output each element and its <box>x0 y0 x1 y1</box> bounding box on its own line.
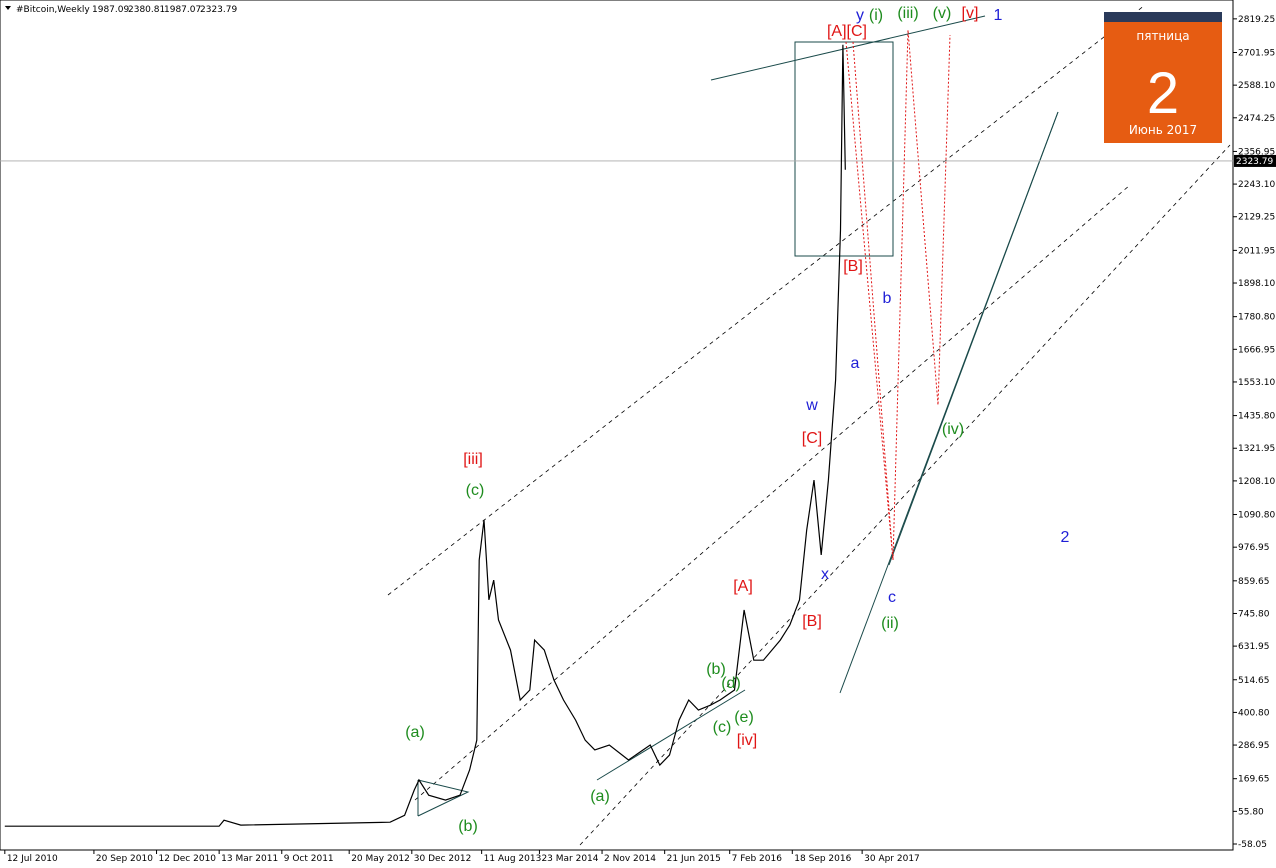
wave-label: (i) <box>869 7 883 24</box>
x-tick-label: 11 Aug 2013 <box>484 854 542 864</box>
calendar-day: 2 <box>1147 61 1179 126</box>
y-tick-label: 1090.80 <box>1238 511 1275 521</box>
calendar-month: Июнь 2017 <box>1129 123 1197 137</box>
wave-label: c <box>888 589 896 606</box>
wave-label: [B] <box>843 258 863 275</box>
calendar-rings <box>1104 12 1222 22</box>
wave-label: (v) <box>933 5 952 22</box>
ohlc-high: 2380.81 <box>128 5 165 15</box>
menu-arrow <box>5 6 11 10</box>
y-tick-label: 2819.25 <box>1238 15 1275 25</box>
y-tick-label: 2011.95 <box>1238 246 1275 256</box>
y-tick-label: 859.65 <box>1238 577 1270 587</box>
y-tick-label: -58.05 <box>1238 840 1267 850</box>
y-tick-label: 2474.25 <box>1238 114 1275 124</box>
y-tick-label: 1898.10 <box>1238 279 1275 289</box>
y-tick-label: 2588.10 <box>1238 81 1275 91</box>
y-tick-label: 1208.10 <box>1238 477 1275 487</box>
x-tick-label: 18 Sep 2016 <box>794 854 851 864</box>
wave-label: [A][C] <box>827 23 867 40</box>
last-price-box <box>1234 154 1276 167</box>
calendar-weekday: пятница <box>1136 29 1189 43</box>
x-tick-label: 30 Dec 2012 <box>414 854 472 864</box>
x-tick-label: 9 Oct 2011 <box>284 854 334 864</box>
wave-label: y <box>856 7 864 24</box>
wave-label: a <box>851 355 860 372</box>
wave-label: (iii) <box>897 5 918 22</box>
wave-label: (a) <box>405 724 425 741</box>
y-tick-label: 1780.80 <box>1238 313 1275 323</box>
wave-label: (iv) <box>942 421 964 438</box>
wave-label: [v] <box>962 5 979 22</box>
wave-label: [iii] <box>463 451 483 468</box>
calendar: пятница 2 Июнь 2017 <box>1104 12 1222 143</box>
wave-label: [C] <box>802 430 822 447</box>
wave-label: 2 <box>1061 529 1070 546</box>
wave-label: x <box>821 566 829 583</box>
wave-label: [A] <box>733 578 753 595</box>
y-tick-label: 2356.95 <box>1238 147 1275 157</box>
wave-label: (d) <box>721 675 741 692</box>
y-tick-label: 400.80 <box>1238 708 1270 718</box>
last-price-label: 2323.79 <box>1236 157 1273 167</box>
wave-label: (b) <box>458 818 478 835</box>
y-tick-label: 514.65 <box>1238 676 1270 686</box>
y-tick-label: 976.95 <box>1238 543 1270 553</box>
symbol-title: #Bitcoin,Weekly <box>16 5 90 15</box>
y-tick-label: 1666.95 <box>1238 345 1275 355</box>
wave-label: 1 <box>994 7 1003 24</box>
wave-label: (a) <box>590 788 610 805</box>
ohlc-open: 1987.09 <box>92 5 129 15</box>
x-tick-label: 12 Dec 2010 <box>159 854 217 864</box>
ohlc-low: 1987.07 <box>164 5 201 15</box>
x-tick-label: 21 Jun 2015 <box>667 854 721 864</box>
y-tick-label: 2129.25 <box>1238 213 1275 223</box>
price-line <box>4 44 846 827</box>
x-tick-label: 20 May 2012 <box>351 854 410 864</box>
wave-label: w <box>805 397 818 414</box>
plot-frame <box>0 0 1234 851</box>
wave-label: [iv] <box>737 732 757 749</box>
trend-lines <box>417 15 1059 817</box>
wave-label: (e) <box>734 709 754 726</box>
y-tick-label: 2701.95 <box>1238 48 1275 58</box>
y-tick-label: 1321.95 <box>1238 444 1275 454</box>
wave-label: b <box>883 290 892 307</box>
channel-lines <box>387 4 1231 846</box>
x-tick-label: 23 Mar 2014 <box>541 854 598 864</box>
wave-label: (b) <box>706 661 726 678</box>
wave-label: [B] <box>802 613 822 630</box>
y-tick-label: 745.80 <box>1238 609 1270 619</box>
ohlc-close: 2323.79 <box>200 5 237 15</box>
y-tick-label: 286.95 <box>1238 741 1270 751</box>
x-tick-label: 2 Nov 2014 <box>604 854 656 864</box>
x-tick-label: 12 Jul 2010 <box>7 854 58 864</box>
y-tick-label: 1553.10 <box>1238 378 1275 388</box>
calendar-bg <box>1104 12 1222 143</box>
x-tick-label: 13 Mar 2011 <box>221 854 278 864</box>
y-tick-label: 169.65 <box>1238 775 1270 785</box>
wave-label: (ii) <box>881 615 899 632</box>
wave-label: (c) <box>713 719 732 736</box>
x-tick-label: 30 Apr 2017 <box>864 854 920 864</box>
wave-label: (c) <box>466 482 485 499</box>
y-tick-label: 55.80 <box>1238 807 1264 817</box>
projection-lines <box>845 29 951 561</box>
x-tick-label: 7 Feb 2016 <box>732 854 783 864</box>
y-tick-label: 1435.80 <box>1238 412 1275 422</box>
x-tick-label: 20 Sep 2010 <box>96 854 153 864</box>
y-tick-label: 631.95 <box>1238 642 1270 652</box>
y-tick-label: 2243.10 <box>1238 180 1275 190</box>
